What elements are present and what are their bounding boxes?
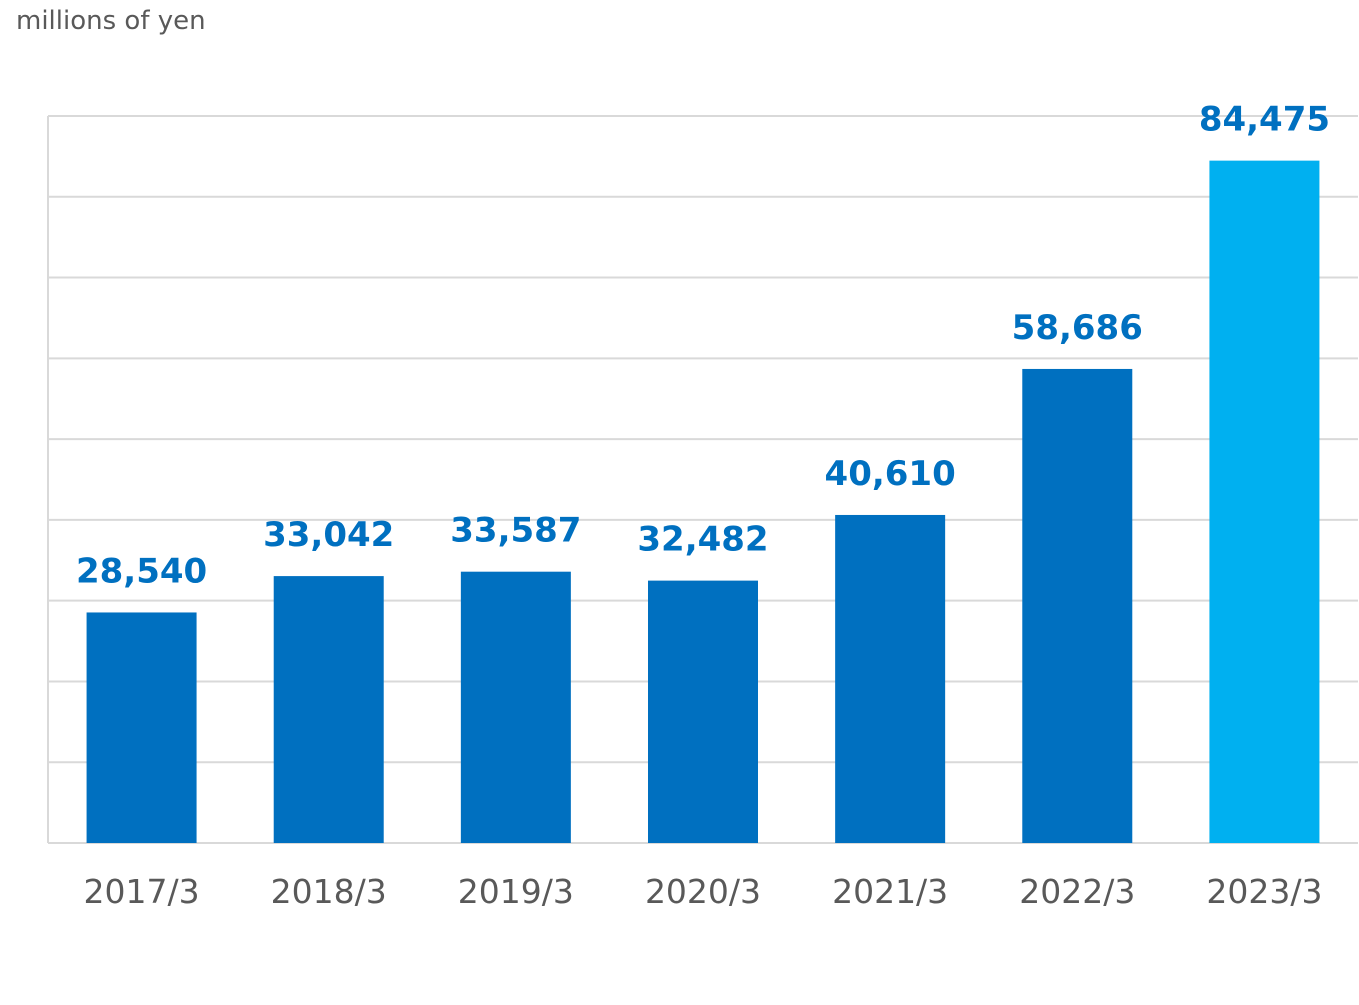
data-label: 40,610 xyxy=(825,454,956,494)
x-tick-label: 2022/3 xyxy=(1019,872,1135,911)
x-tick-label: 2017/3 xyxy=(84,872,200,911)
data-label: 33,042 xyxy=(263,515,394,555)
bar-2018-3 xyxy=(273,576,384,843)
bar-2017-3 xyxy=(86,612,197,843)
bar-2021-3 xyxy=(835,514,946,843)
unit-label: millions of yen xyxy=(16,6,206,36)
x-tick-label: 2021/3 xyxy=(832,872,948,911)
data-label: 84,475 xyxy=(1199,100,1330,140)
x-tick-label: 2018/3 xyxy=(271,872,387,911)
bar-2023-3 xyxy=(1209,160,1320,844)
x-tick-label: 2019/3 xyxy=(458,872,574,911)
bar-2019-3 xyxy=(460,571,571,843)
data-label: 28,540 xyxy=(76,551,207,591)
x-tick-label: 2020/3 xyxy=(645,872,761,911)
bar-2020-3 xyxy=(648,580,758,843)
data-label: 32,482 xyxy=(637,520,768,560)
data-label: 33,587 xyxy=(450,511,581,551)
data-label: 58,686 xyxy=(1012,308,1143,348)
x-tick-label: 2023/3 xyxy=(1206,872,1322,911)
bar-2022-3 xyxy=(1022,368,1133,843)
